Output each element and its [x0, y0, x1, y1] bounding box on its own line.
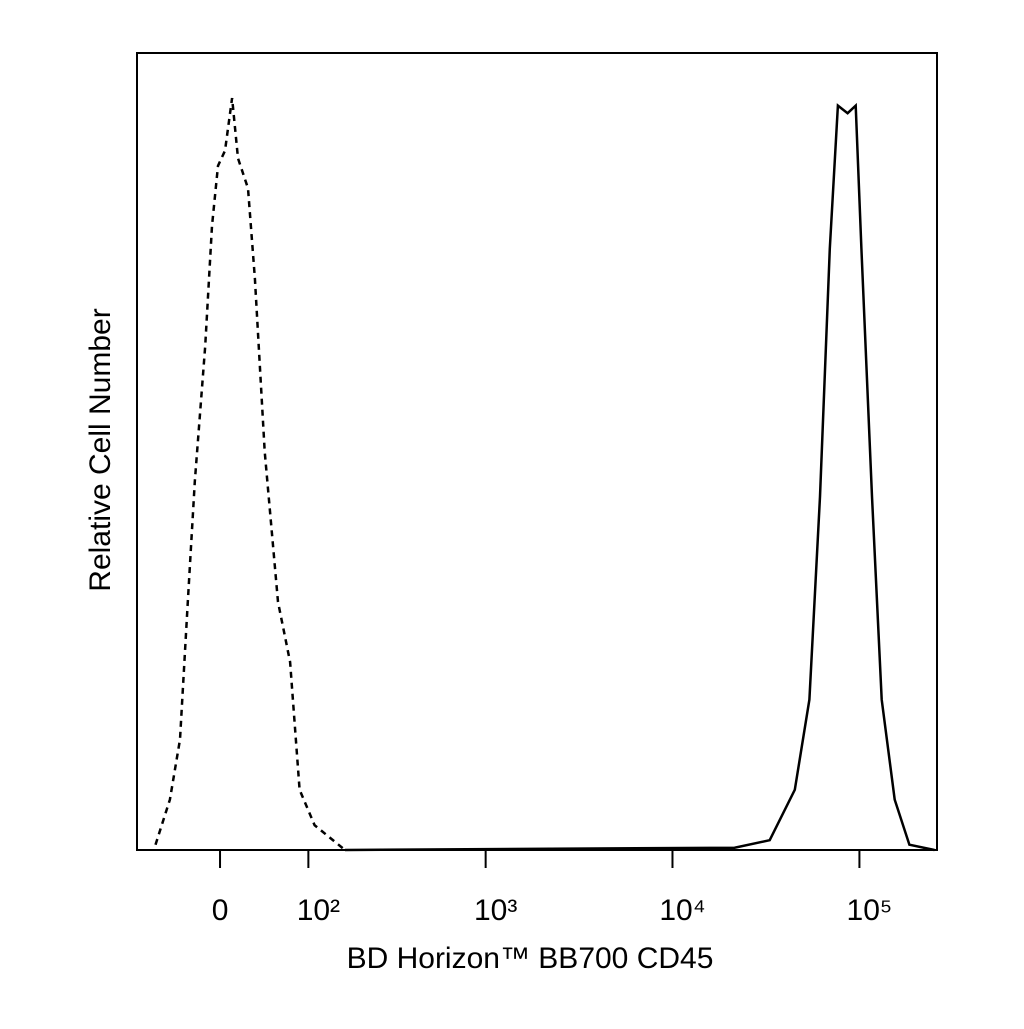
histogram-line [344, 102, 935, 852]
x-tick-label: 0 [212, 894, 229, 927]
x-tick-label: 10³ [474, 894, 517, 927]
histogram-line [154, 97, 346, 851]
x-axis-label: BD Horizon™ BB700 CD45 [347, 942, 714, 975]
x-tick-label: 10² [297, 894, 340, 927]
x-tick-label: 10⁵ [847, 894, 893, 927]
x-tick-label: 10⁴ [659, 894, 705, 927]
y-axis-label: Relative Cell Number [84, 308, 117, 591]
plot-frame [136, 52, 938, 851]
